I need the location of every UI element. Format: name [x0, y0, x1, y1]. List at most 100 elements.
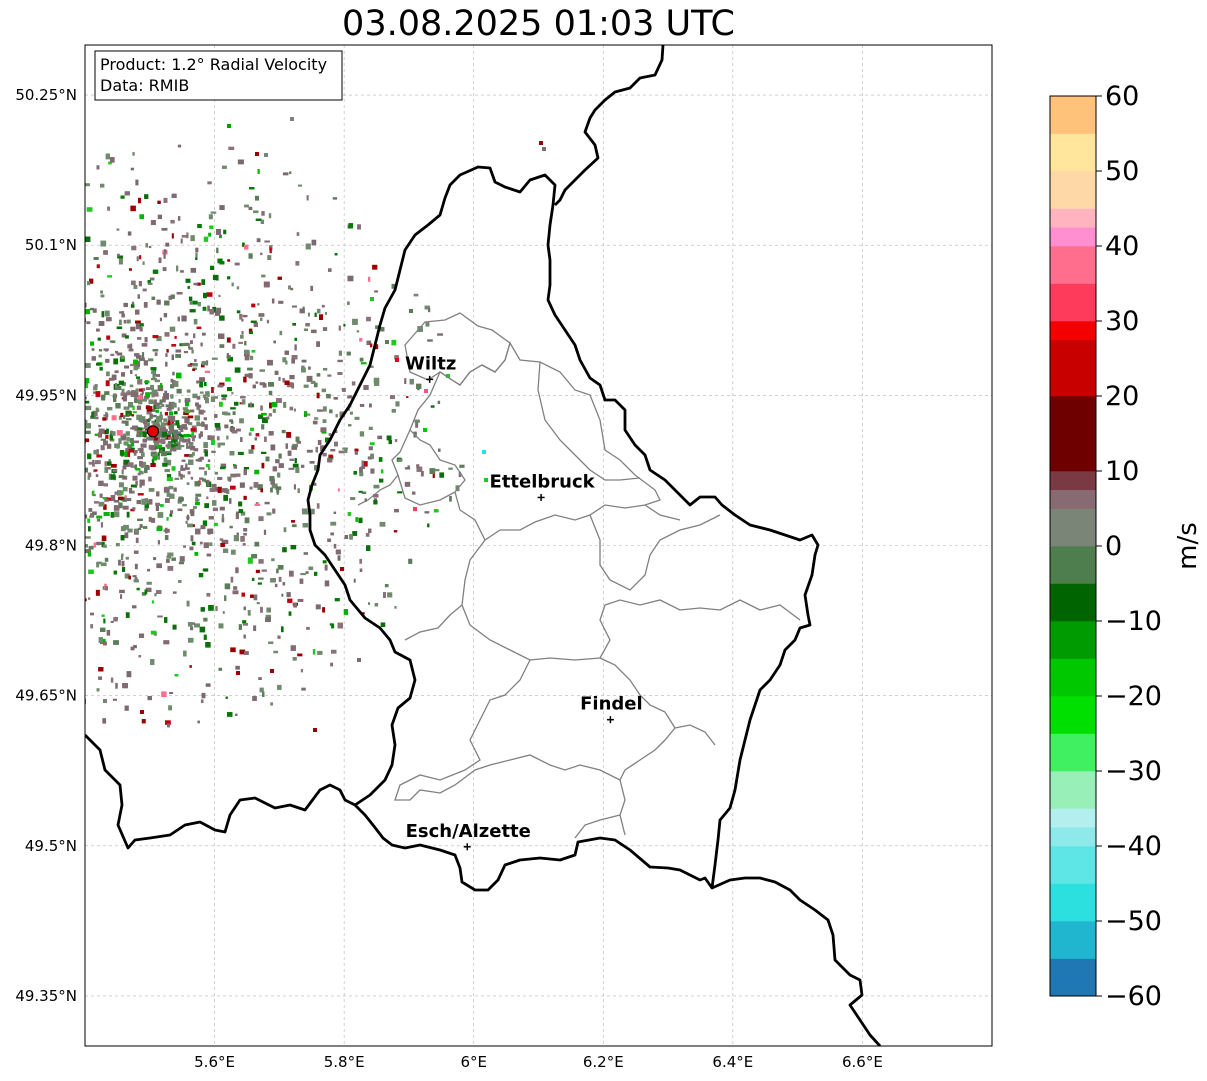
echo-pixel: [19, 377, 23, 380]
echo-pixel: [266, 416, 270, 420]
echo-pixel: [0, 584, 6, 587]
echo-pixel: [208, 467, 211, 470]
echo-pixel: [322, 452, 327, 457]
echo-pixel: [96, 449, 99, 452]
echo-pixel: [394, 439, 398, 443]
echo-pixel: [205, 683, 211, 687]
echo-pixel: [285, 360, 288, 365]
echo-pixel: [306, 195, 309, 201]
echo-pixel: [329, 623, 334, 626]
echo-pixel: [272, 401, 278, 408]
echo-pixel: [282, 378, 285, 383]
echo-pixel: [253, 482, 259, 488]
echo-pixel: [355, 517, 358, 522]
echo-pixel: [370, 453, 374, 459]
echo-pixel: [61, 498, 65, 502]
echo-pixel: [114, 370, 119, 374]
echo-pixel: [132, 475, 138, 481]
echo-pixel: [135, 480, 138, 486]
echo-pixel: [173, 437, 178, 444]
echo-pixel: [201, 279, 206, 286]
echo-pixel: [391, 283, 396, 289]
echo-pixel: [214, 422, 221, 428]
echo-pixel: [38, 297, 43, 300]
echo-pixel: [282, 547, 287, 553]
echo-pixel: [207, 181, 212, 185]
germany-border: [554, 45, 665, 206]
echo-pixel: [3, 503, 8, 508]
echo-pixel: [394, 606, 397, 609]
echo-pixel: [344, 449, 348, 453]
echo-pixel: [348, 424, 352, 427]
echo-pixel: [30, 433, 35, 435]
echo-pixel: [357, 658, 361, 662]
echo-pixel: [1, 557, 4, 559]
echo-pixel: [389, 395, 396, 400]
echo-pixel: [163, 640, 170, 645]
echo-pixel: [288, 285, 291, 290]
echo-pixel: [72, 272, 75, 278]
echo-pixel: [47, 314, 51, 318]
echo-pixel: [137, 456, 144, 460]
echo-pixel: [129, 384, 134, 388]
echo-pixel: [397, 491, 403, 494]
echo-pixel: [69, 330, 73, 333]
echo-pixel: [294, 458, 297, 464]
echo-pixel: [316, 503, 320, 509]
echo-pixel: [42, 580, 48, 583]
echo-pixel: [177, 433, 183, 437]
echo-pixel: [259, 369, 265, 372]
echo-pixel: [188, 422, 193, 426]
echo-pixel: [12, 484, 16, 489]
echo-pixel: [40, 317, 44, 323]
echo-pixel: [104, 557, 109, 562]
echo-pixel: [427, 523, 430, 528]
echo-pixel: [144, 468, 148, 474]
echo-pixel: [161, 691, 167, 698]
echo-pixel: [204, 370, 211, 373]
echo-pixel: [60, 267, 65, 271]
echo-pixel: [187, 637, 194, 643]
echo-pixel: [181, 235, 188, 238]
echo-pixel: [202, 394, 207, 398]
echo-pixel: [163, 249, 167, 254]
echo-pixel: [309, 461, 315, 464]
echo-pixel: [80, 619, 85, 623]
echo-pixel: [85, 438, 90, 443]
echo-pixel: [118, 258, 123, 265]
echo-pixel: [171, 437, 175, 443]
echo-pixel: [275, 459, 280, 464]
echo-pixel: [98, 480, 104, 486]
echo-pixel: [249, 486, 253, 490]
echo-pixel: [334, 441, 338, 447]
echo-pixel: [416, 464, 420, 469]
echo-pixel: [117, 253, 120, 257]
echo-pixel: [164, 300, 170, 306]
echo-pixel: [3, 333, 6, 336]
echo-pixel: [174, 336, 177, 339]
echo-pixel: [291, 358, 295, 364]
echo-pixel: [139, 431, 142, 435]
echo-pixel: [86, 321, 91, 325]
echo-pixel: [304, 411, 308, 416]
echo-pixel: [311, 239, 317, 246]
echo-pixel: [204, 470, 207, 476]
echo-pixel: [77, 488, 83, 491]
echo-pixel: [235, 513, 239, 520]
echo-pixel: [125, 420, 129, 426]
echo-pixel: [137, 518, 143, 521]
echo-pixel: [261, 451, 267, 454]
echo-pixel: [76, 442, 79, 447]
echo-pixel: [60, 267, 65, 271]
echo-pixel: [1, 180, 7, 186]
echo-pixel: [204, 503, 210, 509]
echo-pixel: [34, 613, 39, 617]
echo-pixel: [269, 402, 272, 409]
echo-pixel: [242, 623, 249, 626]
echo-pixel: [338, 450, 345, 454]
echo-pixel: [103, 483, 108, 487]
echo-pixel: [9, 301, 12, 305]
echo-pixel: [120, 535, 125, 541]
echo-pixel: [103, 430, 108, 435]
echo-pixel: [243, 634, 246, 639]
